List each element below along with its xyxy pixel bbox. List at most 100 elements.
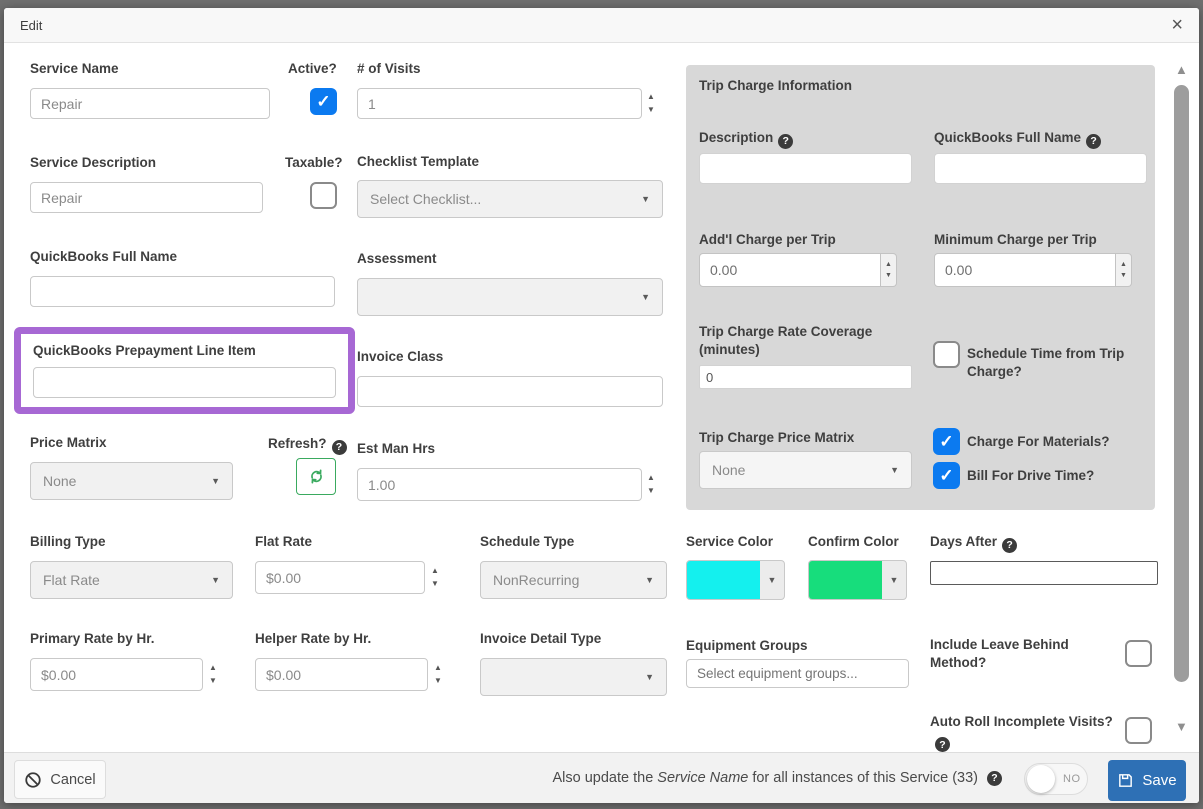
spin-up-icon[interactable]: ▲ <box>209 663 217 672</box>
refresh-label: Refresh?? <box>268 435 347 455</box>
service-description-input[interactable] <box>30 182 263 213</box>
num-visits-label: # of Visits <box>357 61 421 76</box>
chevron-down-icon: ▼ <box>211 476 220 486</box>
checklist-template-value: Select Checklist... <box>370 191 482 207</box>
scroll-up-icon[interactable]: ▲ <box>1175 62 1188 77</box>
tc-description-input[interactable] <box>699 153 912 184</box>
help-icon[interactable]: ? <box>935 737 950 752</box>
spin-down-icon[interactable]: ▼ <box>431 579 439 588</box>
est-man-hrs-input[interactable] <box>357 468 642 501</box>
est-man-hrs-label: Est Man Hrs <box>357 441 436 456</box>
addl-charge-spinner[interactable]: ▲ ▼ <box>881 253 897 287</box>
est-man-hrs-spinner[interactable]: ▲ ▼ <box>647 474 655 495</box>
help-icon[interactable]: ? <box>1086 133 1102 149</box>
schedule-time-label: Schedule Time from Trip Charge? <box>967 346 1125 380</box>
confirm-color-select[interactable]: ▼ <box>808 560 907 600</box>
help-icon[interactable]: ? <box>1002 537 1018 553</box>
save-label: Save <box>1142 772 1177 789</box>
assessment-select[interactable]: ▼ <box>357 278 663 316</box>
schedule-type-select[interactable]: NonRecurring ▼ <box>480 561 667 599</box>
primary-rate-spinner[interactable]: ▲ ▼ <box>209 664 217 685</box>
flat-rate-spinner[interactable]: ▲ ▼ <box>431 567 439 588</box>
chevron-down-icon: ▼ <box>641 292 650 302</box>
checklist-template-select[interactable]: Select Checklist... ▼ <box>357 180 663 218</box>
rate-coverage-input[interactable] <box>699 365 912 389</box>
scroll-down-icon[interactable]: ▼ <box>1175 719 1188 734</box>
billing-type-label: Billing Type <box>30 534 106 549</box>
note-italic: Service Name <box>657 770 749 786</box>
spin-down-icon[interactable]: ▼ <box>647 105 655 114</box>
flat-rate-input[interactable] <box>255 561 425 594</box>
spin-up-icon[interactable]: ▲ <box>1120 261 1127 268</box>
num-visits-spinner[interactable]: ▲ ▼ <box>647 93 655 114</box>
flat-rate-label: Flat Rate <box>255 534 313 549</box>
trip-charge-title: Trip Charge Information <box>699 78 853 93</box>
tc-qb-full-name-input[interactable] <box>934 153 1147 184</box>
spin-up-icon[interactable]: ▲ <box>647 92 655 101</box>
include-leave-behind-checkbox[interactable] <box>1125 640 1152 667</box>
save-button[interactable]: Save <box>1108 760 1186 801</box>
taxable-checkbox[interactable] <box>310 182 337 209</box>
help-icon[interactable]: ? <box>987 770 1002 786</box>
chevron-down-icon: ▼ <box>641 194 650 204</box>
billing-type-value: Flat Rate <box>43 572 100 588</box>
schedule-time-checkbox[interactable] <box>933 341 960 368</box>
save-icon <box>1119 774 1133 787</box>
auto-roll-checkbox[interactable] <box>1125 717 1152 744</box>
spin-up-icon[interactable]: ▲ <box>431 566 439 575</box>
scrollbar-thumb[interactable] <box>1174 85 1189 682</box>
equipment-groups-input[interactable] <box>686 659 909 688</box>
close-icon[interactable]: × <box>1171 14 1183 36</box>
chevron-down-icon: ▼ <box>890 465 899 475</box>
edit-service-modal: Edit × Service Name Active? ✓ # of Visit… <box>4 8 1199 803</box>
primary-rate-input[interactable] <box>30 658 203 691</box>
chevron-down-icon: ▼ <box>889 575 899 585</box>
min-charge-spinner[interactable]: ▲ ▼ <box>1116 253 1132 287</box>
min-charge-label: Minimum Charge per Trip <box>934 232 1097 247</box>
min-charge-input[interactable] <box>934 253 1116 287</box>
modal-title: Edit <box>20 17 43 33</box>
charge-materials-checkbox[interactable]: ✓ <box>933 428 960 455</box>
cancel-button[interactable]: Cancel <box>14 760 106 799</box>
spin-down-icon[interactable]: ▼ <box>434 676 442 685</box>
addl-charge-input[interactable] <box>699 253 881 287</box>
help-icon[interactable]: ? <box>778 133 794 149</box>
helper-rate-spinner[interactable]: ▲ ▼ <box>434 664 442 685</box>
tc-description-label: Description? <box>699 129 794 149</box>
spin-down-icon[interactable]: ▼ <box>1120 272 1127 279</box>
primary-rate-label: Primary Rate by Hr. <box>30 631 155 646</box>
note-suffix: for all instances of this Service (33) <box>752 770 978 786</box>
spin-up-icon[interactable]: ▲ <box>885 261 892 268</box>
billing-type-select[interactable]: Flat Rate ▼ <box>30 561 233 599</box>
price-matrix-select[interactable]: None ▼ <box>30 462 233 500</box>
active-label: Active? <box>288 61 337 76</box>
qb-full-name-label: QuickBooks Full Name <box>30 249 178 264</box>
spin-up-icon[interactable]: ▲ <box>647 473 655 482</box>
service-name-input[interactable] <box>30 88 270 119</box>
service-color-select[interactable]: ▼ <box>686 560 785 600</box>
help-icon[interactable]: ? <box>331 439 347 455</box>
refresh-button[interactable] <box>296 458 336 495</box>
invoice-detail-type-select[interactable]: ▼ <box>480 658 667 696</box>
spin-down-icon[interactable]: ▼ <box>209 676 217 685</box>
invoice-class-input[interactable] <box>357 376 663 407</box>
taxable-label: Taxable? <box>285 155 343 170</box>
tc-price-matrix-label: Trip Charge Price Matrix <box>699 430 855 445</box>
update-all-toggle[interactable]: NO <box>1024 763 1088 795</box>
helper-rate-input[interactable] <box>255 658 428 691</box>
auto-roll-label: Auto Roll Incomplete Visits? <box>930 714 1113 729</box>
qb-full-name-input[interactable] <box>30 276 335 307</box>
days-after-input[interactable] <box>930 561 1158 585</box>
num-visits-input[interactable] <box>357 88 642 119</box>
price-matrix-label: Price Matrix <box>30 435 107 450</box>
spin-down-icon[interactable]: ▼ <box>647 486 655 495</box>
tc-price-matrix-select[interactable]: None ▼ <box>699 451 912 489</box>
spin-up-icon[interactable]: ▲ <box>434 663 442 672</box>
bill-drive-time-checkbox[interactable]: ✓ <box>933 462 960 489</box>
trip-charge-panel: Trip Charge Information Description? Qui… <box>686 65 1155 510</box>
active-checkbox[interactable]: ✓ <box>310 88 337 115</box>
qb-prepayment-input[interactable] <box>33 367 336 398</box>
spin-down-icon[interactable]: ▼ <box>885 272 892 279</box>
schedule-type-label: Schedule Type <box>480 534 575 549</box>
confirm-color-label: Confirm Color <box>808 534 899 549</box>
